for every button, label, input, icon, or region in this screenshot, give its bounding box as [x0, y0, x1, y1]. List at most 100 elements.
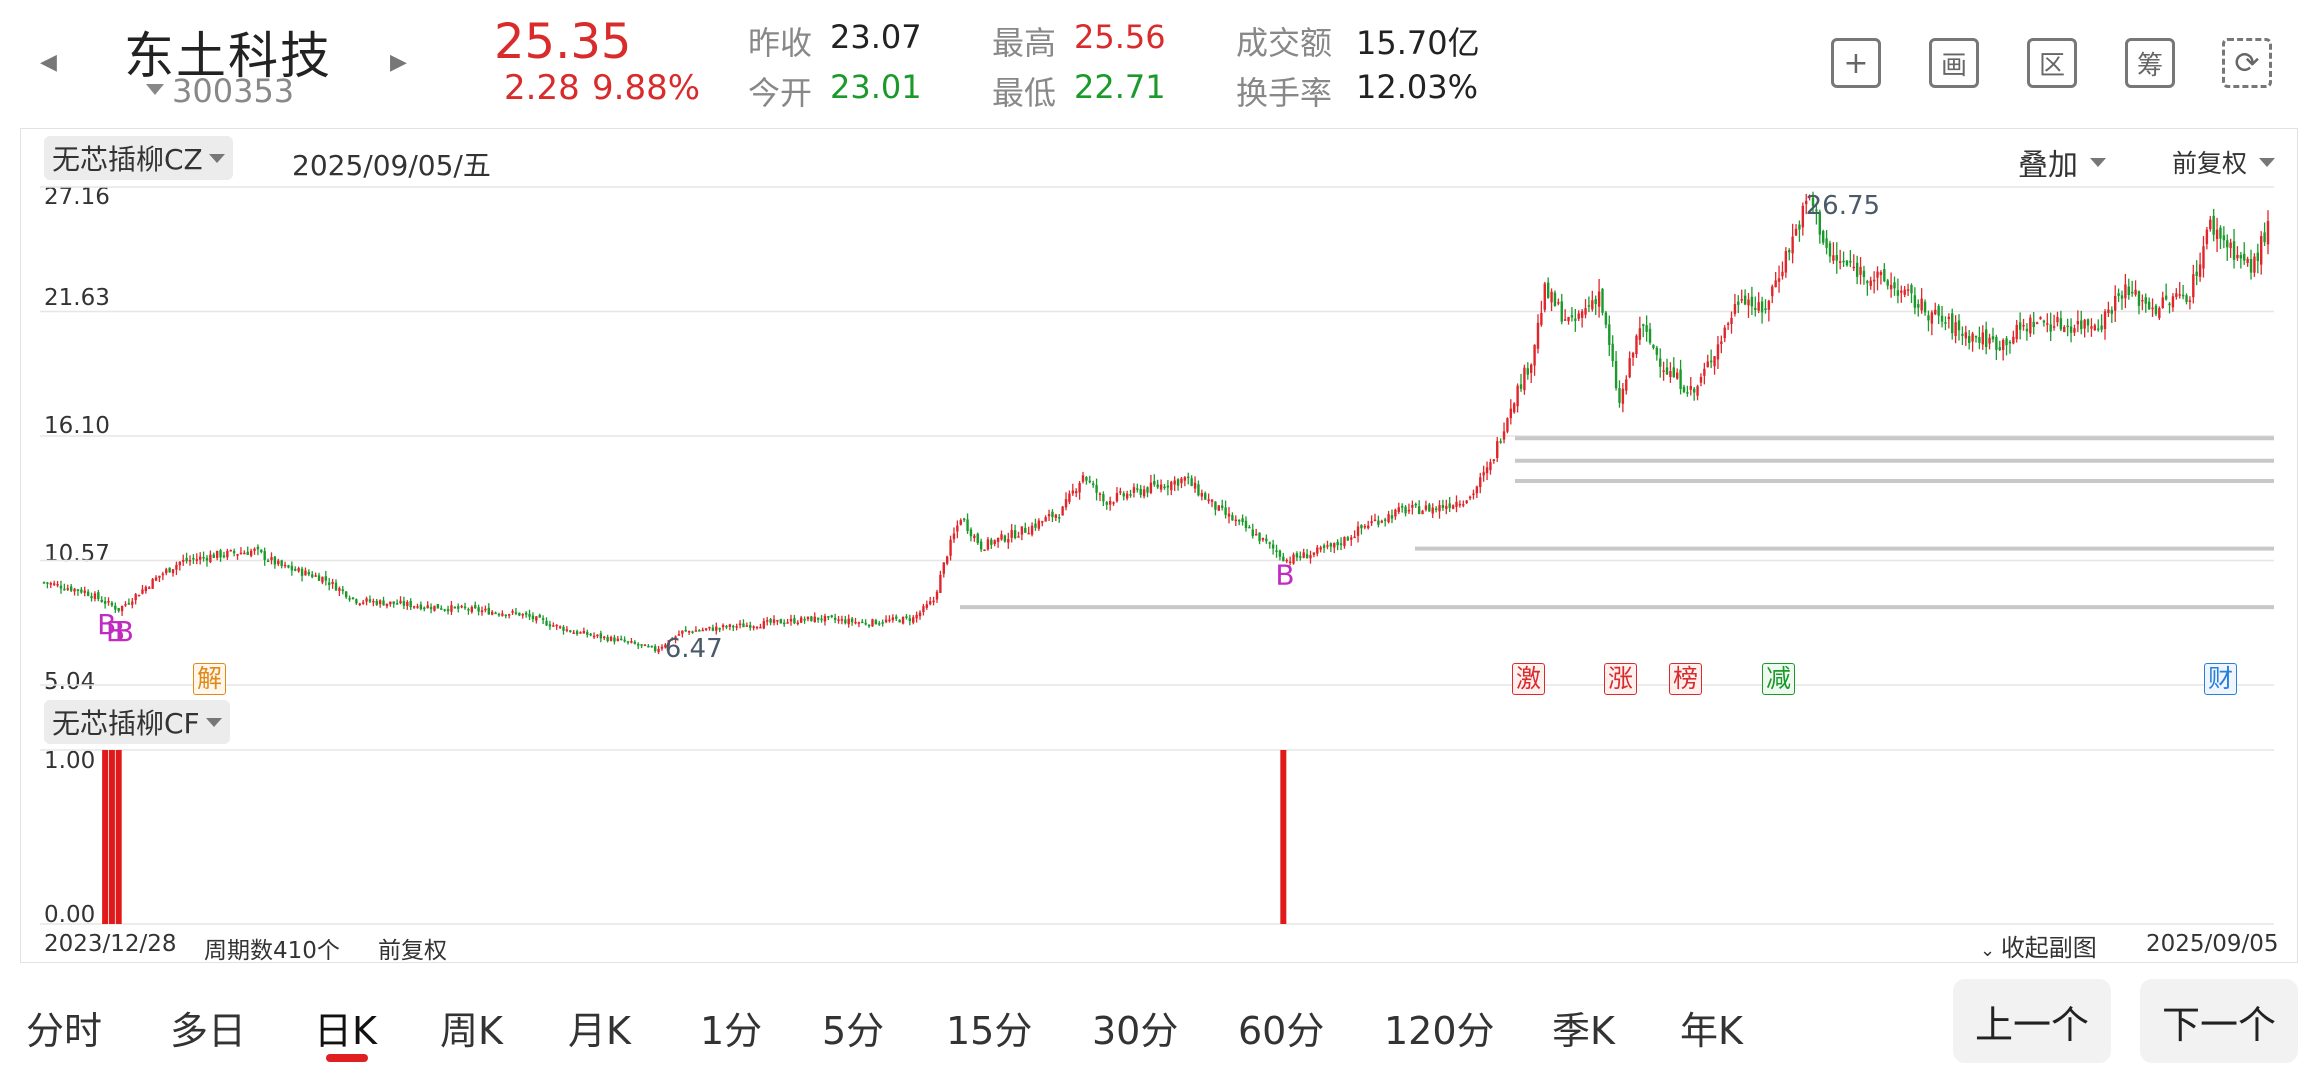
- add-watchlist-icon[interactable]: +: [1831, 38, 1881, 88]
- sub-indicator-chart[interactable]: [40, 748, 2274, 928]
- candle-body: [1866, 281, 1869, 284]
- event-badge-reduce[interactable]: 减: [1762, 663, 1796, 695]
- code-caret-icon[interactable]: [146, 84, 164, 95]
- tab-quarterly-k[interactable]: 季K: [1552, 1009, 1615, 1053]
- candle-body: [653, 646, 657, 652]
- candle-body: [1842, 260, 1845, 263]
- range-stat-icon[interactable]: 区: [2027, 38, 2077, 88]
- tab-yearly-k[interactable]: 年K: [1680, 1009, 1743, 1053]
- high-value: 25.56: [1074, 18, 1166, 56]
- candle-body: [63, 588, 66, 591]
- candle-body: [1815, 209, 1818, 212]
- candle-body: [395, 603, 399, 605]
- candle-body: [1489, 462, 1492, 471]
- tab-daily-k[interactable]: 日K: [314, 1009, 377, 1053]
- candle-body: [871, 619, 874, 627]
- candle-body: [1767, 300, 1771, 310]
- candle-body: [1557, 302, 1560, 304]
- candle-body: [2025, 328, 2029, 332]
- candle-body: [1689, 385, 1692, 390]
- candle-body: [1910, 285, 1913, 294]
- candle-body: [874, 620, 878, 625]
- candle-body: [2120, 295, 2124, 299]
- rotate-screen-icon[interactable]: ⟳: [2222, 38, 2272, 88]
- event-badge-finance[interactable]: 财: [2204, 663, 2238, 695]
- stock-name: 东土科技: [124, 27, 332, 85]
- candle-body: [1587, 305, 1591, 307]
- candle-body: [810, 616, 813, 622]
- sub-indicator-selector[interactable]: 无芯插柳CF: [44, 700, 230, 744]
- candle-body: [1037, 520, 1041, 529]
- candle-body: [1187, 476, 1190, 479]
- candle-body: [1095, 484, 1098, 493]
- event-badge-limit-up[interactable]: 涨: [1604, 663, 1638, 695]
- candle-body: [531, 615, 535, 620]
- candle-body: [606, 637, 609, 642]
- tab-5min[interactable]: 5分: [822, 1009, 885, 1053]
- candle-body: [1981, 332, 1984, 345]
- candle-body: [2239, 255, 2243, 259]
- candle-body: [263, 551, 266, 560]
- candle-body: [178, 561, 182, 566]
- candle-body: [304, 570, 307, 576]
- prev-stock-arrow-icon[interactable]: ◀: [40, 50, 57, 75]
- candle-body: [2069, 326, 2073, 333]
- draw-tool-icon[interactable]: 画: [1929, 38, 1979, 88]
- candle-body: [670, 638, 674, 641]
- tab-multi-day[interactable]: 多日: [170, 1009, 247, 1053]
- candle-body: [2008, 341, 2012, 344]
- candle-body: [725, 625, 728, 628]
- candle-body: [1421, 510, 1424, 515]
- candle-body: [620, 638, 623, 641]
- candle-body: [816, 617, 820, 620]
- candle-body: [1010, 530, 1013, 538]
- event-badge-rank[interactable]: 榜: [1669, 663, 1703, 695]
- candle-body: [1020, 526, 1024, 535]
- candle-body: [249, 550, 253, 556]
- tab-120min[interactable]: 120分: [1384, 1009, 1495, 1053]
- overlay-selector[interactable]: 叠加: [2018, 140, 2106, 184]
- candle-body: [558, 626, 562, 628]
- candle-body: [1465, 500, 1468, 504]
- candle-body: [2144, 297, 2147, 304]
- candle-body: [1190, 478, 1193, 486]
- candle-body: [2205, 229, 2209, 245]
- candle-body: [721, 625, 725, 628]
- candle-body: [2110, 309, 2114, 314]
- adjust-footer: 前复权: [378, 938, 447, 964]
- candle-body: [752, 626, 755, 628]
- tab-monthly-k[interactable]: 月K: [568, 1009, 631, 1053]
- buy-signal-mark: B: [1275, 559, 1294, 592]
- collapse-sub-chart-button[interactable]: ⌄ 收起副图: [1980, 928, 2097, 963]
- adjust-selector[interactable]: 前复权: [2172, 144, 2276, 180]
- tab-30min[interactable]: 30分: [1092, 1009, 1179, 1053]
- tab-intraday[interactable]: 分时: [26, 1009, 103, 1053]
- event-badge-surge[interactable]: 激: [1512, 663, 1546, 695]
- candle-body: [253, 548, 256, 551]
- chip-dist-icon[interactable]: 筹: [2125, 38, 2175, 88]
- next-stock-arrow-icon[interactable]: ▶: [390, 50, 407, 75]
- candle-body: [1872, 279, 1876, 282]
- candle-body: [494, 612, 497, 615]
- tab-60min[interactable]: 60分: [1238, 1009, 1325, 1053]
- candle-body: [443, 609, 446, 611]
- candle-body: [575, 631, 579, 635]
- candle-body: [1000, 534, 1003, 540]
- event-badge-unlock[interactable]: 解: [193, 663, 227, 695]
- prev-stock-button[interactable]: 上一个: [1953, 979, 2111, 1063]
- next-stock-button[interactable]: 下一个: [2140, 979, 2298, 1063]
- candle-body: [1889, 284, 1893, 290]
- candle-body: [1699, 376, 1703, 383]
- tab-15min[interactable]: 15分: [946, 1009, 1033, 1053]
- candle-body: [1455, 501, 1458, 507]
- candle-body: [908, 618, 912, 622]
- main-indicator-selector[interactable]: 无芯插柳CZ: [44, 136, 233, 180]
- candle-body: [1968, 336, 1971, 343]
- tab-weekly-k[interactable]: 周K: [440, 1009, 503, 1053]
- candle-body: [884, 619, 888, 623]
- candle-body: [1336, 542, 1339, 546]
- candle-body: [878, 623, 881, 625]
- candle-body: [803, 619, 806, 621]
- tab-1min[interactable]: 1分: [700, 1009, 763, 1053]
